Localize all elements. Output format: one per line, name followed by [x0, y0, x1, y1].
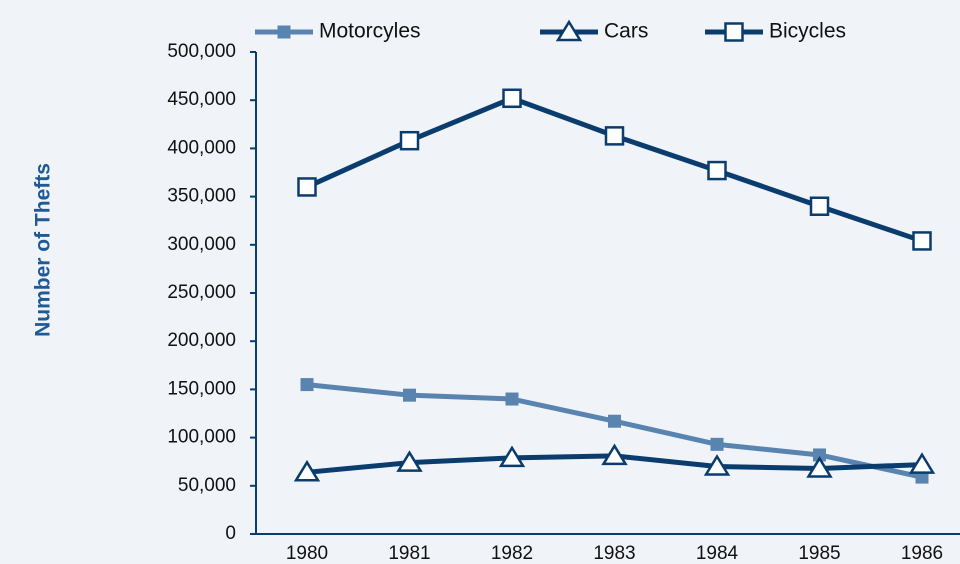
- y-tick-label: 350,000: [167, 186, 236, 207]
- x-tick-label: 1984: [696, 543, 739, 564]
- x-tick-label: 1985: [798, 543, 840, 564]
- data-point: [915, 470, 929, 484]
- data-point: [403, 388, 416, 402]
- legend-marker: [724, 22, 744, 42]
- data-point: [707, 160, 727, 181]
- x-tick-label: 1982: [491, 543, 533, 564]
- y-axis-title: Number of Thefts: [32, 163, 55, 337]
- data-point: [297, 177, 317, 197]
- data-point: [498, 445, 526, 468]
- data-point: [396, 450, 423, 472]
- legend-label: Motorcyles: [319, 20, 421, 43]
- y-tick-label: 200,000: [167, 330, 236, 351]
- y-tick-label: 100,000: [167, 427, 236, 448]
- y-tick-label: 150,000: [167, 378, 236, 399]
- y-tick-label: 50,000: [178, 475, 236, 496]
- y-tick-label: 450,000: [167, 89, 236, 110]
- legend-label: Cars: [604, 20, 648, 43]
- y-tick-label: 500,000: [167, 41, 236, 62]
- data-point: [806, 456, 833, 478]
- y-tick-label: 300,000: [167, 234, 236, 255]
- data-point: [809, 196, 830, 216]
- legend-marker: [555, 19, 583, 42]
- x-tick-label: 1986: [901, 543, 943, 564]
- data-point: [399, 130, 420, 151]
- y-tick-label: 400,000: [167, 137, 236, 158]
- data-point: [505, 392, 519, 406]
- data-point: [604, 126, 625, 146]
- legend-label: Bicycles: [769, 20, 846, 43]
- data-point: [912, 231, 932, 251]
- legend-marker: [277, 25, 291, 39]
- x-tick-label: 1981: [388, 543, 430, 564]
- x-tick-label: 1983: [593, 543, 635, 564]
- data-point: [710, 437, 724, 451]
- data-point: [293, 459, 321, 482]
- data-point: [300, 378, 314, 392]
- data-point: [908, 452, 936, 474]
- y-tick-label: 250,000: [167, 282, 236, 303]
- data-point: [502, 88, 522, 109]
- y-tick-label: 0: [225, 523, 236, 544]
- data-point: [813, 448, 826, 462]
- data-point: [608, 414, 621, 428]
- data-point: [703, 454, 731, 476]
- data-point: [601, 443, 628, 466]
- x-tick-label: 1980: [286, 543, 328, 564]
- series-line: [305, 95, 923, 244]
